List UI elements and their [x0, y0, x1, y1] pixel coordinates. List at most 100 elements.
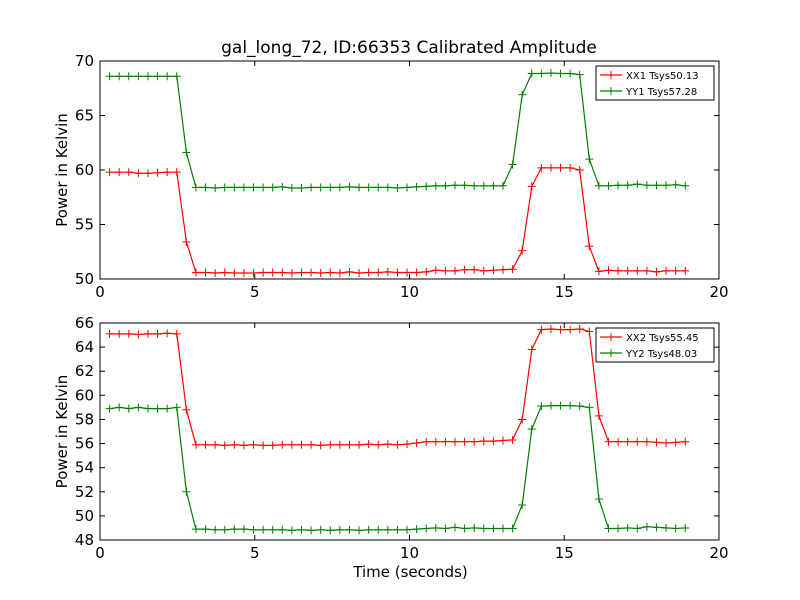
y-tick-label: 54	[75, 459, 94, 477]
data-point	[287, 440, 296, 449]
data-point	[489, 181, 498, 190]
data-point	[556, 163, 565, 172]
plot-frame	[99, 322, 720, 541]
data-point	[662, 266, 671, 275]
data-point	[671, 266, 680, 275]
data-point	[662, 438, 671, 447]
data-point	[479, 266, 488, 275]
data-point	[604, 181, 613, 190]
data-point	[182, 487, 191, 496]
data-point	[479, 437, 488, 446]
data-point	[374, 268, 383, 277]
data-point	[604, 524, 613, 533]
data-point	[115, 403, 124, 412]
data-point	[652, 523, 661, 532]
data-point	[623, 266, 632, 275]
data-point	[355, 269, 364, 278]
data-point	[594, 495, 603, 504]
data-point	[143, 169, 152, 178]
legend: XX2 Tsys55.45 YY2 Tsys48.03	[595, 327, 715, 363]
data-point	[508, 435, 517, 444]
data-point	[450, 266, 459, 275]
data-point	[623, 523, 632, 532]
data-point	[460, 265, 469, 274]
data-point	[230, 183, 239, 192]
data-point	[297, 268, 306, 277]
data-point	[211, 525, 220, 534]
data-point	[326, 440, 335, 449]
data-point	[124, 404, 133, 413]
data-point	[220, 441, 229, 450]
data-point	[642, 522, 651, 531]
data-point	[575, 402, 584, 411]
y-tick-label: 60	[75, 161, 94, 179]
data-point	[278, 268, 287, 277]
data-point	[307, 526, 316, 535]
data-point	[230, 269, 239, 278]
x-tick-label: 20	[709, 544, 728, 562]
data-point	[335, 525, 344, 534]
data-point	[278, 525, 287, 534]
data-point	[518, 501, 527, 510]
data-point	[105, 404, 114, 413]
data-point	[403, 440, 412, 449]
data-point	[508, 160, 517, 169]
data-point	[518, 246, 527, 255]
data-point	[431, 437, 440, 446]
y-tick-label: 50	[75, 507, 94, 525]
data-point	[239, 269, 248, 278]
data-point	[201, 183, 210, 192]
data-point	[268, 183, 277, 192]
data-point	[681, 523, 690, 532]
data-point	[316, 269, 325, 278]
data-point	[460, 437, 469, 446]
data-point	[211, 269, 220, 278]
data-point	[546, 325, 555, 334]
data-point	[364, 268, 373, 277]
y-tick-label: 64	[75, 338, 94, 356]
data-point	[134, 330, 143, 339]
legend: XX1 Tsys50.13 YY1 Tsys57.28	[595, 65, 715, 101]
data-point	[364, 525, 373, 534]
data-point	[652, 181, 661, 190]
data-point	[355, 526, 364, 535]
x-tick-label: 5	[250, 544, 260, 562]
data-point	[681, 181, 690, 190]
data-point	[201, 525, 210, 534]
data-point	[326, 183, 335, 192]
data-point	[259, 525, 268, 534]
data-point	[383, 440, 392, 449]
data-point	[556, 401, 565, 410]
chart-panel-2: 0 5 10 15 20 48 50 52 54 56 58 60 62 64 66 Power in Kel…	[53, 314, 729, 581]
data-point	[393, 525, 402, 534]
data-point	[422, 524, 431, 533]
y-tick-label: 50	[75, 270, 94, 288]
data-point	[546, 401, 555, 410]
data-point	[297, 440, 306, 449]
y-tick-label: 52	[75, 483, 94, 501]
data-point	[211, 183, 220, 192]
data-point	[287, 183, 296, 192]
y-axis-label: Power in Kelvin	[53, 113, 71, 227]
data-point	[422, 437, 431, 446]
data-point	[623, 181, 632, 190]
data-point	[326, 268, 335, 277]
data-point	[566, 401, 575, 410]
data-point	[671, 438, 680, 447]
y-axis-label: Power in Kelvin	[53, 375, 71, 489]
legend-entry: YY1 Tsys57.28	[625, 87, 697, 98]
data-point	[594, 181, 603, 190]
data-point	[163, 404, 172, 413]
data-point	[172, 403, 181, 412]
y-tick-label: 55	[75, 216, 94, 234]
data-point	[441, 266, 450, 275]
x-tick-label: 10	[400, 283, 419, 301]
data-point	[604, 437, 613, 446]
data-point	[642, 266, 651, 275]
data-point	[441, 437, 450, 446]
data-point	[201, 268, 210, 277]
data-point	[134, 169, 143, 178]
data-point	[374, 440, 383, 449]
data-point	[527, 425, 536, 434]
data-point	[575, 166, 584, 174]
